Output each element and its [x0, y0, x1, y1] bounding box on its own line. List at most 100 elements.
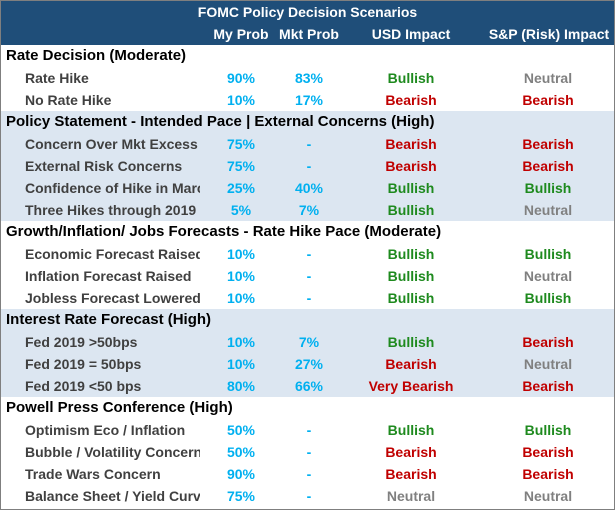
sp-impact-cell: Bearish	[522, 334, 574, 350]
table-row: Concern Over Mkt Excess 75% - Bearish Bearis…	[1, 133, 614, 155]
usd-impact-cell: Bearish	[385, 356, 437, 372]
sp-impact-cell: Bearish	[522, 444, 574, 460]
scenario-label: Three Hikes through 2019	[25, 202, 197, 218]
mkt-prob-cell: -	[306, 488, 312, 504]
usd-impact-cell: Bullish	[387, 268, 435, 284]
sp-impact-cell: Neutral	[523, 268, 573, 284]
sp-impact-cell: Bullish	[524, 246, 572, 262]
sp-impact-cell: Bearish	[522, 92, 574, 108]
my-prob-cell: 75%	[226, 488, 256, 504]
mkt-prob-cell: -	[306, 290, 312, 306]
mkt-prob-cell: 7%	[298, 202, 320, 218]
usd-impact-cell: Bullish	[387, 202, 435, 218]
column-header-row: My Prob Mkt Prob USD Impact S&P (Risk) I…	[1, 23, 614, 45]
scenario-label: Fed 2019 <50 bps	[25, 378, 142, 394]
table-row: Confidence of Hike in March 25% 40% Bullish…	[1, 177, 614, 199]
scenario-label: Economic Forecast Raised	[25, 246, 200, 262]
usd-impact-cell: Neutral	[386, 488, 436, 504]
scenario-label: Confidence of Hike in March	[25, 180, 200, 196]
my-prob-cell: 5%	[230, 202, 252, 218]
my-prob-cell: 10%	[226, 268, 256, 284]
scenario-label: Jobless Forecast Lowered	[25, 290, 200, 306]
sp-impact-cell: Bearish	[522, 158, 574, 174]
section-title: Policy Statement - Intended Pace | Exter…	[6, 113, 435, 130]
my-prob-cell: 50%	[226, 422, 256, 438]
header-my-prob: My Prob	[213, 26, 269, 42]
mkt-prob-cell: -	[306, 444, 312, 460]
usd-impact-cell: Bearish	[385, 92, 437, 108]
mkt-prob-cell: -	[306, 268, 312, 284]
mkt-prob-cell: -	[306, 158, 312, 174]
sp-impact-cell: Bearish	[522, 136, 574, 152]
mkt-prob-cell: 83%	[294, 70, 324, 86]
usd-impact-cell: Bullish	[387, 70, 435, 86]
table-row: External Risk Concerns 75% - Bearish Bearish	[1, 155, 614, 177]
scenario-label: Inflation Forecast Raised	[25, 268, 192, 284]
table-row: Inflation Forecast Raised 10% - Bullish Neut…	[1, 265, 614, 287]
my-prob-cell: 25%	[226, 180, 256, 196]
sp-impact-cell: Bearish	[522, 378, 574, 394]
usd-impact-cell: Bullish	[387, 422, 435, 438]
section-header: Powell Press Conference (High)	[1, 397, 614, 419]
my-prob-cell: 90%	[226, 70, 256, 86]
my-prob-cell: 10%	[226, 92, 256, 108]
table-row: No Rate Hike 10% 17% Bearish Bearish	[1, 89, 614, 111]
sp-impact-cell: Bullish	[524, 290, 572, 306]
table-row: Bubble / Volatility Concerns 50% - Bearish B…	[1, 441, 614, 463]
mkt-prob-cell: -	[306, 246, 312, 262]
usd-impact-cell: Bullish	[387, 180, 435, 196]
mkt-prob-cell: -	[306, 466, 312, 482]
sp-impact-cell: Neutral	[523, 70, 573, 86]
usd-impact-cell: Bearish	[385, 158, 437, 174]
my-prob-cell: 75%	[226, 136, 256, 152]
mkt-prob-cell: 66%	[294, 378, 324, 394]
table-row: Three Hikes through 2019 5% 7% Bullish Neutr…	[1, 199, 614, 221]
table-row: Optimism Eco / Inflation 50% - Bullish Bulli…	[1, 419, 614, 441]
section-title: Interest Rate Forecast (High)	[6, 311, 212, 328]
sp-impact-cell: Neutral	[523, 356, 573, 372]
sp-impact-cell: Neutral	[523, 202, 573, 218]
table-row: Economic Forecast Raised 10% - Bullish Bulli…	[1, 243, 614, 265]
mkt-prob-cell: 7%	[298, 334, 320, 350]
scenario-label: Rate Hike	[25, 70, 89, 86]
header-usd-impact: USD Impact	[371, 26, 451, 42]
scenario-label: No Rate Hike	[25, 92, 112, 108]
usd-impact-cell: Very Bearish	[368, 378, 454, 394]
sp-impact-cell: Bullish	[524, 422, 572, 438]
table-row: Fed 2019 <50 bps 80% 66% Very Bearish Bearis…	[1, 375, 614, 397]
sp-impact-cell: Bullish	[524, 180, 572, 196]
usd-impact-cell: Bearish	[385, 466, 437, 482]
table-row: Rate Hike 90% 83% Bullish Neutral	[1, 67, 614, 89]
sp-impact-cell: Neutral	[523, 488, 573, 504]
mkt-prob-cell: 27%	[294, 356, 324, 372]
section-header: Policy Statement - Intended Pace | Exter…	[1, 111, 614, 133]
usd-impact-cell: Bullish	[387, 334, 435, 350]
scenario-label: Fed 2019 = 50bps	[25, 356, 142, 372]
my-prob-cell: 10%	[226, 334, 256, 350]
table-row: Balance Sheet / Yield Curve 75% - Neutral Ne…	[1, 485, 614, 507]
my-prob-cell: 90%	[226, 466, 256, 482]
usd-impact-cell: Bearish	[385, 136, 437, 152]
usd-impact-cell: Bullish	[387, 290, 435, 306]
table-title: FOMC Policy Decision Scenarios	[1, 1, 614, 23]
section-header: Growth/Inflation/ Jobs Forecasts - Rate …	[1, 221, 614, 243]
table-body: Rate Decision (Moderate) Rate Hike 90% 83% B…	[1, 45, 614, 507]
section-title: Growth/Inflation/ Jobs Forecasts - Rate …	[6, 223, 442, 240]
usd-impact-cell: Bearish	[385, 444, 437, 460]
my-prob-cell: 10%	[226, 356, 256, 372]
scenario-label: Trade Wars Concern	[25, 466, 161, 482]
mkt-prob-cell: -	[306, 422, 312, 438]
table-row: Trade Wars Concern 90% - Bearish Bearish	[1, 463, 614, 485]
scenario-label: Concern Over Mkt Excess	[25, 136, 198, 152]
scenario-label: Balance Sheet / Yield Curve	[25, 488, 200, 504]
my-prob-cell: 10%	[226, 246, 256, 262]
mkt-prob-cell: 17%	[294, 92, 324, 108]
mkt-prob-cell: -	[306, 136, 312, 152]
my-prob-cell: 50%	[226, 444, 256, 460]
section-title: Rate Decision (Moderate)	[6, 47, 187, 64]
scenario-label: Bubble / Volatility Concerns	[25, 444, 200, 460]
header-mkt-prob: Mkt Prob	[279, 26, 339, 42]
scenario-label: Optimism Eco / Inflation	[25, 422, 186, 438]
section-header: Rate Decision (Moderate)	[1, 45, 614, 67]
